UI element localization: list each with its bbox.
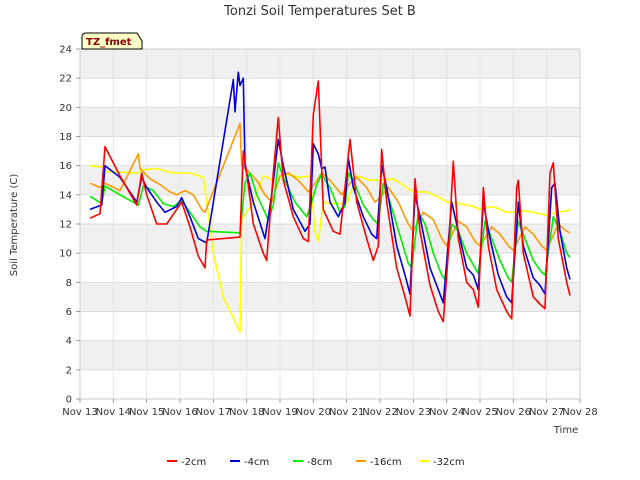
legend-item: -2cm — [167, 457, 206, 468]
x-tick-label: Nov 27 — [529, 407, 564, 418]
station-badge: TZ_fmet — [81, 32, 143, 50]
x-tick-label: Nov 28 — [562, 407, 597, 418]
y-tick-label: 22 — [59, 74, 72, 85]
x-tick-label: Nov 20 — [296, 407, 331, 418]
series-line-8cmcm — [89, 162, 571, 284]
legend-label: -8cm — [307, 457, 332, 468]
y-tick-label: 12 — [59, 220, 72, 231]
legend-label: -16cm — [370, 457, 402, 468]
background-band — [80, 78, 580, 108]
x-axis-title: Time — [553, 425, 578, 436]
legend-item: -32cm — [419, 457, 465, 468]
y-tick-label: 10 — [59, 249, 72, 260]
y-tick-label: 18 — [59, 132, 72, 143]
x-tick-label: Nov 24 — [429, 407, 464, 418]
y-tick-label: 2 — [66, 365, 72, 376]
background-band — [80, 224, 580, 254]
y-tick-label: 20 — [59, 103, 72, 114]
y-tick-label: 16 — [59, 161, 72, 172]
x-tick-label: Nov 25 — [462, 407, 497, 418]
series-line-4cmcm — [89, 71, 571, 304]
grid-lines — [79, 48, 581, 400]
background-band — [80, 369, 580, 399]
background-band — [80, 253, 580, 283]
series-line-2cmcm — [89, 80, 571, 323]
x-tick-label: Nov 18 — [229, 407, 264, 418]
x-tick-label: Nov 23 — [396, 407, 431, 418]
legend-item: -8cm — [293, 457, 332, 468]
station-badge-label: TZ_fmet — [86, 37, 132, 48]
x-tick-label: Nov 21 — [329, 407, 364, 418]
legend-label: -4cm — [244, 457, 269, 468]
y-tick-label: 14 — [59, 190, 72, 201]
background-band — [80, 136, 580, 166]
y-tick-label: 6 — [66, 307, 72, 318]
background-band — [80, 107, 580, 137]
legend: -2cm -4cm -8cm -16cm -32cm — [167, 457, 465, 468]
background-band — [80, 340, 580, 370]
x-tick-label: Nov 26 — [496, 407, 531, 418]
x-tick-label: Nov 15 — [129, 407, 164, 418]
x-tick-label: Nov 22 — [362, 407, 397, 418]
legend-label: -32cm — [433, 457, 465, 468]
background-band — [80, 49, 580, 79]
series-layer — [89, 71, 571, 333]
y-tick-label: 0 — [66, 395, 72, 406]
y-tick-label: 4 — [66, 336, 72, 347]
x-tick-label: Nov 16 — [162, 407, 197, 418]
background-band — [80, 311, 580, 341]
y-tick-label: 8 — [66, 278, 72, 289]
x-tick-label: Nov 14 — [96, 407, 131, 418]
legend-label: -2cm — [181, 457, 206, 468]
x-tick-label: Nov 19 — [262, 407, 297, 418]
x-tick-label: Nov 17 — [196, 407, 231, 418]
y-tick-label: 24 — [59, 45, 72, 56]
legend-item: -4cm — [230, 457, 269, 468]
y-axis-title: Soil Temperature (C) — [9, 174, 20, 277]
x-tick-label: Nov 13 — [62, 407, 97, 418]
chart-title: Tonzi Soil Temperatures Set B — [223, 4, 416, 19]
legend-item: -16cm — [356, 457, 402, 468]
